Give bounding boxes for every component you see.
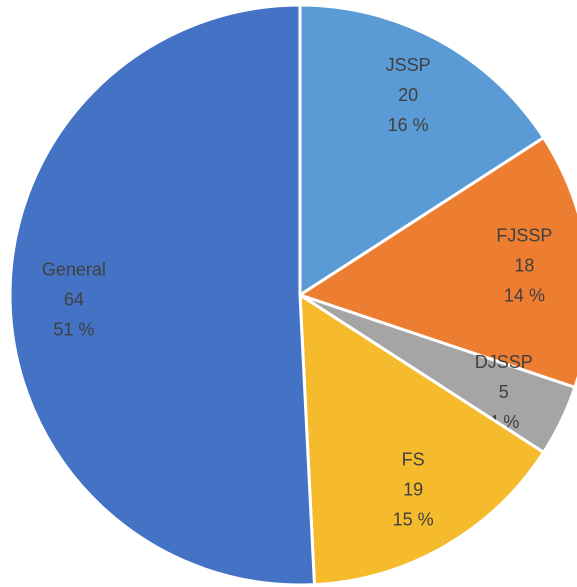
pie-slice (298, 3, 546, 298)
pie-slice (296, 135, 577, 390)
slice-value: 64 (64, 289, 84, 309)
slice-value: 5 (499, 382, 509, 402)
slice-percent: 14 % (504, 286, 545, 306)
slice-percent: 51 % (53, 319, 94, 339)
pie-slice (298, 292, 546, 587)
slice-name: FS (402, 450, 425, 470)
slice-name: General (42, 259, 106, 279)
slice-value: 19 (403, 480, 423, 500)
slice-percent: 15 % (393, 510, 434, 530)
slice-value: 18 (514, 256, 534, 276)
slice-name: JSSP (386, 55, 431, 75)
slice-name: FJSSP (496, 226, 552, 246)
slice-percent: 16 % (388, 115, 429, 135)
slice-name: DJSSP (475, 352, 533, 372)
pie-slice (8, 3, 317, 587)
slice-value: 20 (398, 85, 418, 105)
